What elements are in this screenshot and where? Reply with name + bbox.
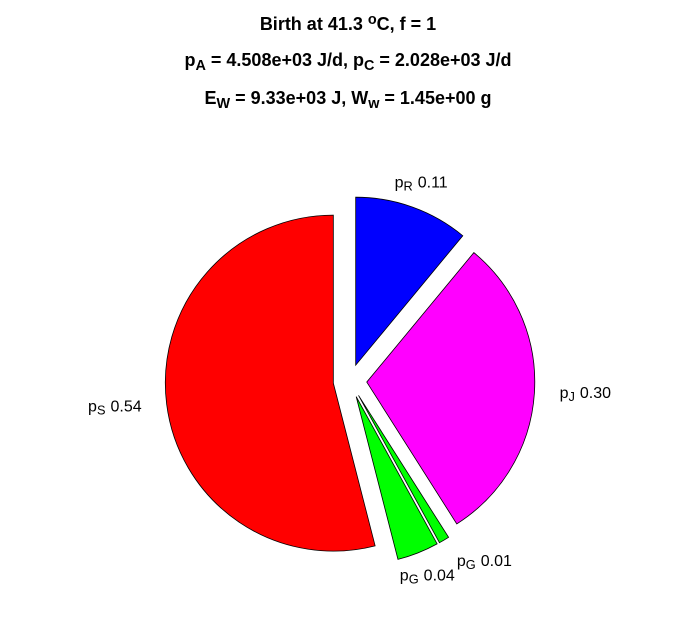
slice-value: 0.11 (418, 175, 448, 192)
text-segment: J (568, 389, 574, 404)
slice-label: pS 0.54 (88, 399, 142, 418)
slice-value: 0.30 (580, 385, 611, 402)
pie-slice (358, 395, 450, 544)
text-segment: p (88, 399, 97, 416)
text-segment: Birth at 41.3 (260, 14, 368, 34)
text-segment: W (217, 96, 231, 112)
chart-title: EW = 9.33e+03 J, Ww = 1.45e+00 g (205, 88, 492, 112)
chart-title: pA = 4.508e+03 J/d, pC = 2.028e+03 J/d (184, 50, 511, 74)
text-segment: A (195, 58, 206, 74)
text-segment: w (367, 96, 380, 112)
text-segment: R (403, 179, 412, 194)
text-segment: S (97, 403, 106, 418)
slice-label: pJ 0.30 (560, 385, 612, 404)
slice-value: 0.04 (424, 567, 455, 584)
text-segment: G (466, 557, 476, 572)
slice-value: 0.54 (111, 399, 142, 416)
text-segment: o (368, 12, 377, 28)
text-segment: = 2.028e+03 J/d (374, 50, 511, 70)
text-segment: p (560, 385, 569, 402)
pie-slice (355, 396, 438, 560)
text-segment: G (409, 572, 419, 587)
slice-label: pR 0.11 (395, 175, 448, 194)
text-segment: C (364, 58, 374, 74)
text-segment: = 4.508e+03 J/d, p (206, 50, 364, 70)
text-segment: = 9.33e+03 J, W (230, 88, 368, 108)
text-segment: = 1.45e+00 g (379, 88, 491, 108)
text-segment: p (395, 175, 404, 192)
pie-slice (165, 214, 376, 552)
pie-slice (355, 196, 464, 367)
slice-label: pG 0.04 (400, 567, 455, 586)
chart-title: Birth at 41.3 oC, f = 1 (260, 12, 436, 34)
text-segment: p (400, 567, 409, 584)
pie-slice (366, 252, 536, 525)
text-segment: p (184, 50, 195, 70)
slice-value: 0.01 (481, 553, 512, 570)
text-segment: p (457, 553, 466, 570)
slice-label: pG 0.01 (457, 553, 512, 572)
text-segment: E (205, 88, 217, 108)
text-segment: C, f = 1 (377, 14, 437, 34)
